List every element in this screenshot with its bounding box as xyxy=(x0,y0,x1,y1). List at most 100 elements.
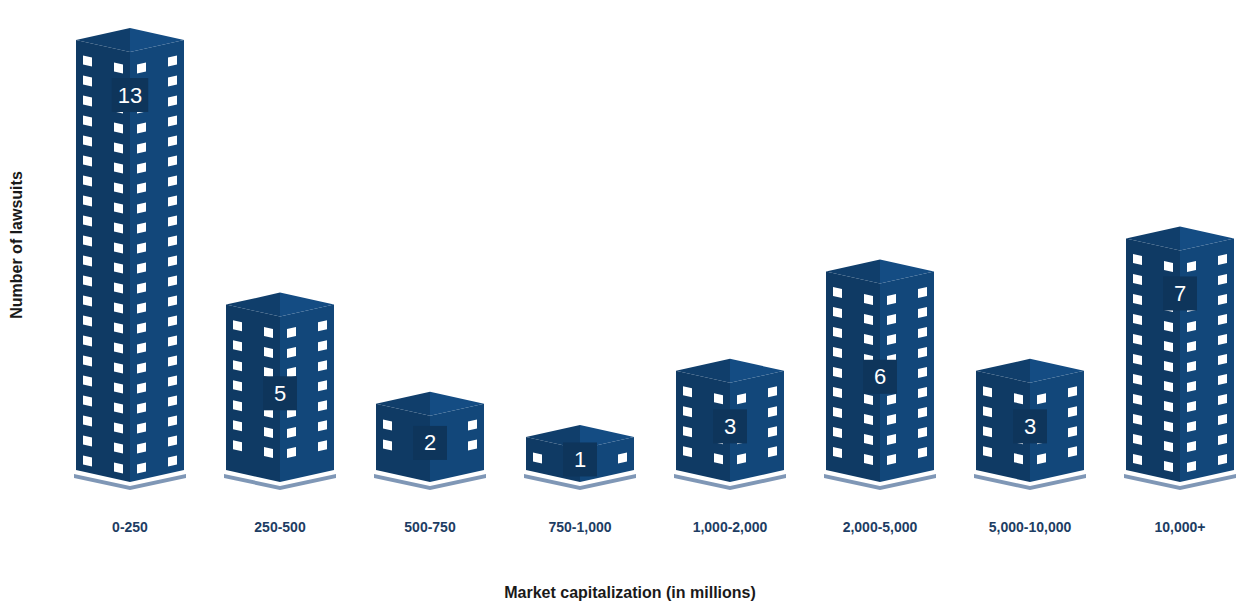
window xyxy=(864,414,873,425)
bar-roof-right xyxy=(880,260,934,284)
data-label-box xyxy=(563,442,597,476)
window xyxy=(864,334,873,345)
window xyxy=(918,307,927,318)
window xyxy=(1133,274,1142,285)
window xyxy=(83,156,92,167)
window xyxy=(918,387,927,398)
window xyxy=(1187,341,1196,352)
window xyxy=(114,302,123,313)
window xyxy=(1218,314,1227,325)
window xyxy=(1133,374,1142,385)
bar-roof-left xyxy=(226,293,280,317)
bar-roof-right xyxy=(1180,226,1234,250)
bar-roof-right xyxy=(430,392,484,416)
window xyxy=(137,242,146,253)
window xyxy=(168,236,177,247)
window xyxy=(114,422,123,433)
window xyxy=(114,222,123,233)
window xyxy=(114,182,123,193)
bar-roof-right xyxy=(1030,359,1084,383)
data-label-box xyxy=(713,409,747,443)
window xyxy=(918,347,927,358)
x-axis-title: Market capitalization (in millions) xyxy=(504,584,756,601)
window xyxy=(83,136,92,147)
window xyxy=(1037,393,1046,404)
data-label: 7 xyxy=(1174,281,1186,306)
window xyxy=(233,420,242,431)
window xyxy=(1164,341,1173,352)
plot-area xyxy=(74,28,1236,490)
window xyxy=(887,294,896,305)
window xyxy=(168,356,177,367)
data-label-group: 3 xyxy=(713,409,747,443)
window xyxy=(1218,454,1227,465)
window xyxy=(137,382,146,393)
data-label: 3 xyxy=(724,414,736,439)
window xyxy=(1187,321,1196,332)
data-label: 3 xyxy=(1024,414,1036,439)
window xyxy=(168,56,177,67)
window xyxy=(1187,261,1196,272)
bar xyxy=(974,359,1086,490)
window xyxy=(383,439,392,450)
x-tick: 750-1,000 xyxy=(548,519,611,535)
window xyxy=(1218,394,1227,405)
window xyxy=(168,296,177,307)
window xyxy=(768,386,777,397)
bar-roof-right xyxy=(130,28,184,52)
bar xyxy=(1124,226,1236,490)
window xyxy=(918,407,927,418)
window xyxy=(287,347,296,358)
window xyxy=(83,456,92,467)
x-tick: 500-750 xyxy=(404,519,456,535)
x-tick: 10,000+ xyxy=(1155,519,1206,535)
window xyxy=(233,380,242,391)
window xyxy=(1218,294,1227,305)
bar xyxy=(524,425,636,490)
x-axis: 0-250250-500500-750750-1,0001,000-2,0002… xyxy=(112,519,1205,535)
bar-roof-right xyxy=(280,293,334,317)
window xyxy=(137,362,146,373)
window xyxy=(1133,294,1142,305)
window xyxy=(468,439,477,450)
bar-roof-left xyxy=(826,260,880,284)
window xyxy=(887,454,896,465)
data-label: 13 xyxy=(118,83,142,108)
window xyxy=(1218,414,1227,425)
window xyxy=(233,360,242,371)
window xyxy=(833,327,842,338)
window xyxy=(137,402,146,413)
window xyxy=(83,436,92,447)
window xyxy=(137,322,146,333)
window xyxy=(1164,361,1173,372)
window xyxy=(83,356,92,367)
window xyxy=(287,327,296,338)
bar xyxy=(374,392,486,490)
window xyxy=(1164,381,1173,392)
window xyxy=(233,320,242,331)
window xyxy=(983,386,992,397)
window xyxy=(1133,394,1142,405)
window xyxy=(1218,334,1227,345)
window xyxy=(864,394,873,405)
window xyxy=(1014,453,1023,464)
window xyxy=(1014,393,1023,404)
window xyxy=(1187,441,1196,452)
window xyxy=(683,386,692,397)
window xyxy=(1133,254,1142,265)
window xyxy=(264,447,273,458)
bar xyxy=(674,359,786,490)
window xyxy=(137,122,146,133)
window xyxy=(168,76,177,87)
x-tick: 0-250 xyxy=(112,519,148,535)
window xyxy=(168,276,177,287)
window xyxy=(1164,421,1173,432)
data-label-group: 7 xyxy=(1163,276,1197,310)
window xyxy=(1218,354,1227,365)
window xyxy=(83,116,92,127)
x-tick: 5,000-10,000 xyxy=(989,519,1072,535)
window xyxy=(264,427,273,438)
window xyxy=(318,320,327,331)
window xyxy=(318,380,327,391)
x-tick-label: 500-750 xyxy=(404,519,456,535)
